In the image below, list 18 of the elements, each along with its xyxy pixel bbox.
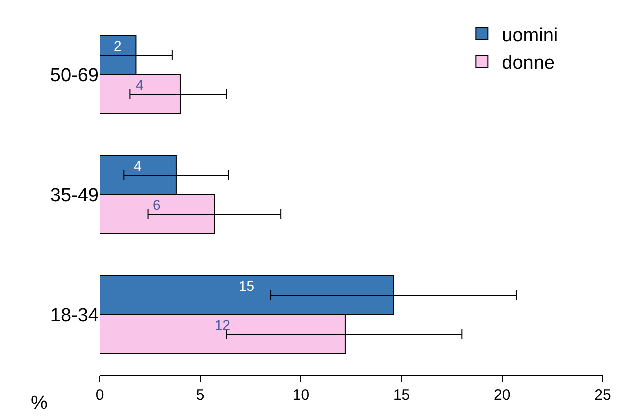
data-label: 15	[239, 278, 255, 294]
y-tick-label: 35-49	[50, 186, 99, 207]
x-tick-label: 15	[393, 387, 410, 404]
x-tick-label: 5	[196, 387, 205, 404]
data-label: 6	[153, 197, 161, 213]
x-tick-label: 25	[594, 387, 612, 404]
x-tick-label: 0	[96, 387, 104, 404]
legend-label: uomini	[502, 25, 558, 46]
x-axis-title: %	[31, 393, 48, 414]
data-label: 4	[136, 77, 144, 93]
x-tick-label: 10	[292, 387, 310, 404]
y-tick-label: 50-69	[50, 66, 99, 87]
data-label: 12	[215, 317, 231, 333]
data-label: 4	[134, 158, 142, 174]
x-tick-label: 20	[494, 387, 511, 404]
y-tick-label: 18-34	[50, 306, 100, 327]
legend-label: donne	[502, 52, 556, 74]
data-label: 2	[114, 38, 122, 54]
